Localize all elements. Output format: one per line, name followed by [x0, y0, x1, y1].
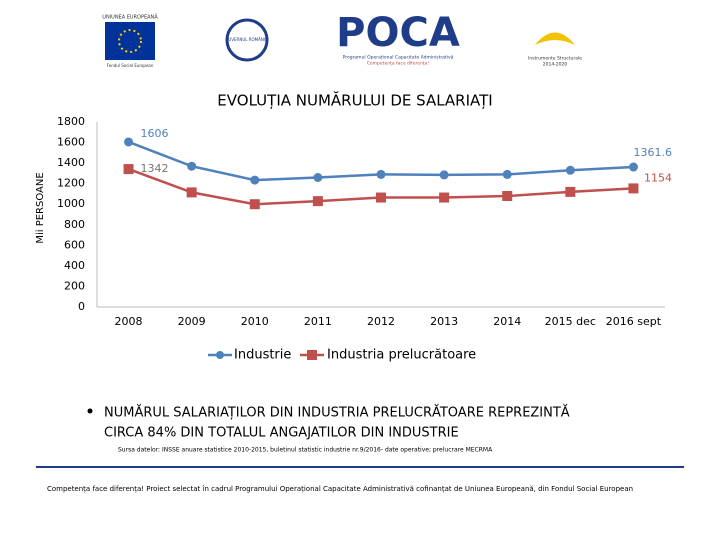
logo-text: 2014-2020: [543, 62, 568, 68]
point: [502, 191, 513, 201]
y-tick-label: 400: [64, 259, 85, 272]
bullet-text: NUMĂRUL SALARIAȚILOR DIN INDUSTRIA PRELU…: [104, 405, 570, 421]
point: [376, 192, 386, 203]
logo-text: GUVERNUL ROMÂNIEI: [225, 37, 268, 42]
point: [312, 196, 323, 207]
x-tick-label: 2016 sept: [606, 315, 662, 328]
logo-text: Fondul Social European: [107, 63, 154, 68]
legend-swatch: [307, 350, 317, 360]
eu-flag: [105, 22, 155, 60]
is-logo: [535, 32, 575, 45]
point: [313, 173, 323, 182]
point: [250, 175, 260, 185]
x-tick-label: 2014: [493, 315, 521, 328]
x-tick-label: 2015 dec: [545, 315, 596, 328]
data-label: 1606: [141, 127, 169, 140]
x-tick-label: 2010: [241, 315, 269, 328]
bullet-dot: [87, 408, 93, 414]
gov-logo: [225, 18, 269, 62]
x-tick-label: 2011: [304, 315, 332, 328]
point: [249, 199, 260, 210]
chart-title: EVOLUȚIA NUMĂRULUI DE SALARIAȚI: [217, 91, 492, 110]
data-label: 1361.6: [634, 146, 673, 159]
point: [439, 192, 450, 203]
x-tick-label: 2008: [115, 315, 143, 328]
legend-label: Industria prelucrătoare: [327, 348, 476, 363]
data-label: 1342: [141, 162, 169, 175]
logo-text: Instrumente Structurale: [528, 56, 582, 62]
footer: Competența face diferența! Proiect selec…: [47, 485, 633, 494]
poca-logo: POCA: [336, 10, 460, 56]
point: [187, 161, 197, 171]
y-tick-label: 1600: [57, 136, 85, 149]
legend-label: Industrie: [234, 348, 291, 363]
x-tick-label: 2012: [367, 315, 395, 328]
point: [565, 165, 575, 175]
y-tick-label: 800: [64, 218, 85, 231]
y-tick-label: 1400: [57, 156, 85, 169]
point: [628, 162, 638, 172]
source-note: Sursa datelor: INSSE anuare statistice 2…: [118, 447, 493, 454]
point: [124, 137, 134, 147]
y-tick-label: 1800: [57, 115, 85, 128]
data-label: 1154: [644, 171, 672, 184]
legend-swatch: [216, 351, 224, 359]
y-tick-label: 200: [64, 279, 85, 292]
logo-text: UNIUNEA EUROPEANĂ: [102, 14, 158, 21]
logo-text: Competența face diferența!: [367, 61, 430, 67]
y-tick-label: 1200: [57, 177, 85, 190]
eu-stars: [118, 29, 142, 53]
point: [439, 170, 449, 180]
point: [628, 183, 639, 194]
point: [502, 169, 512, 179]
point: [376, 169, 386, 179]
bullet-text: CIRCA 84% DIN TOTALUL ANGAJATILOR DIN IN…: [104, 426, 459, 441]
y-tick-label: 1000: [57, 197, 85, 210]
y-axis-label: Mii PERSOANE: [35, 172, 46, 243]
y-tick-label: 0: [78, 300, 85, 313]
logo-text: Programul Operațional Capacitate Adminis…: [343, 55, 454, 61]
point: [565, 186, 576, 197]
y-tick-label: 600: [64, 238, 85, 251]
x-tick-label: 2009: [178, 315, 206, 328]
point: [123, 164, 134, 175]
point: [186, 187, 197, 198]
x-tick-label: 2013: [430, 315, 458, 328]
